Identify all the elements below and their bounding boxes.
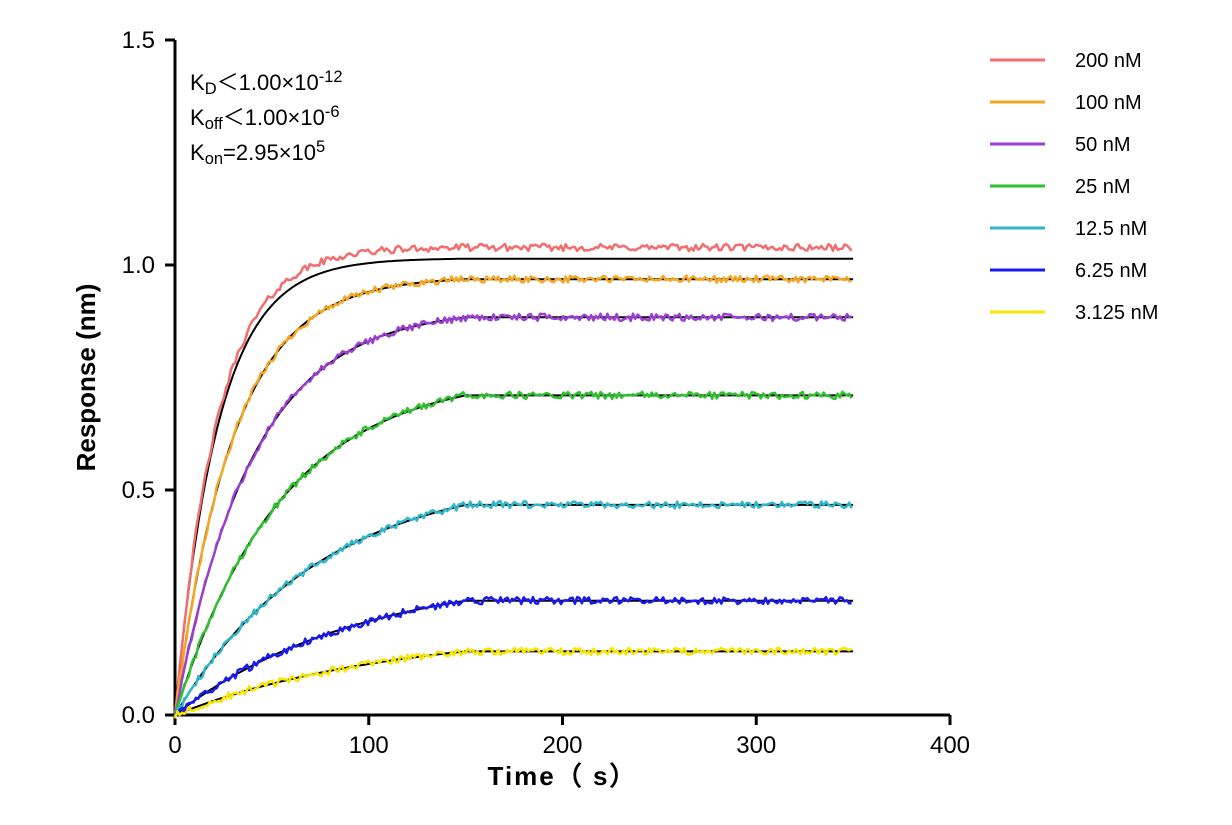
x-tick-label: 200 [542, 732, 582, 759]
legend-label: 100 nM [1075, 92, 1142, 114]
x-axis-label: Time（ s） [488, 761, 638, 791]
kinetics-annotation: Kon=2.95×105 [190, 138, 325, 168]
legend-label: 50 nM [1075, 134, 1131, 156]
binding-kinetics-chart: 0 100 200 300 400 0.0 0.5 1.0 1.5 Time（ s） Respons… [0, 0, 1232, 825]
fit-curve [175, 259, 853, 715]
legend-label: 3.125 nM [1075, 302, 1158, 324]
legend-label: 12.5 nM [1075, 218, 1147, 240]
y-tick-label: 1.0 [122, 252, 155, 279]
fit-curve [175, 395, 853, 715]
y-tick-label: 0.0 [122, 702, 155, 729]
legend-label: 6.25 nM [1075, 260, 1147, 282]
legend-label: 200 nM [1075, 50, 1142, 72]
x-tick-label: 0 [168, 732, 181, 759]
legend-label: 25 nM [1075, 176, 1131, 198]
kinetics-annotation: KD＜1.00×10-12 [190, 68, 343, 98]
kinetics-annotation: Koff＜1.00×10-6 [190, 103, 340, 133]
data-curve [175, 392, 852, 716]
x-tick-label: 100 [349, 732, 389, 759]
fit-curve [175, 601, 853, 715]
y-tick-label: 0.5 [122, 477, 155, 504]
y-axis-label: Response (nm) [71, 284, 101, 472]
data-curve [175, 648, 852, 719]
x-tick-label: 400 [930, 732, 970, 759]
y-tick-label: 1.5 [122, 27, 155, 54]
data-curve [175, 597, 852, 714]
x-tick-label: 300 [736, 732, 776, 759]
